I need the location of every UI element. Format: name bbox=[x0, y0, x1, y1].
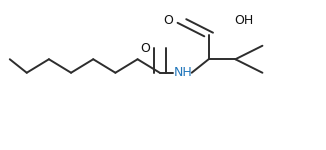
Text: NH: NH bbox=[174, 66, 193, 79]
Text: OH: OH bbox=[234, 15, 253, 27]
Text: O: O bbox=[141, 42, 151, 54]
Text: O: O bbox=[163, 15, 173, 27]
